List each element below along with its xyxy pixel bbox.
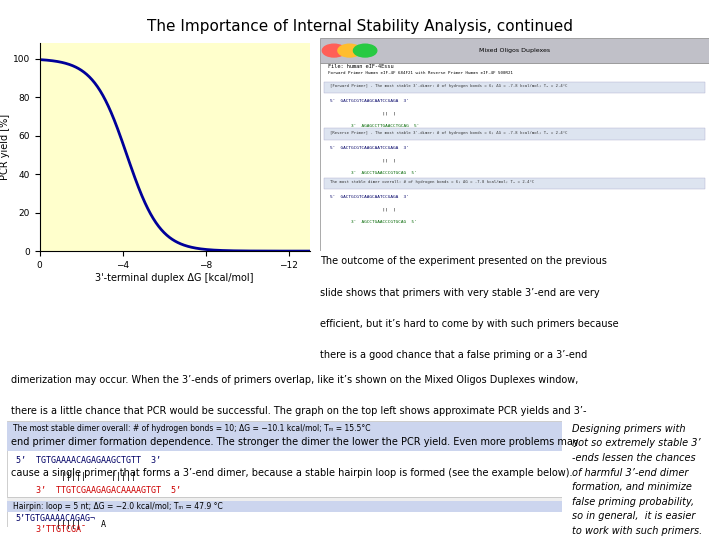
- Text: The most stable dimer overall: # of hydrogen bonds = 6; ΔG = -7.8 kcal/mol; Tₘ =: The most stable dimer overall: # of hydr…: [330, 180, 534, 184]
- Text: so in general,  it is easier: so in general, it is easier: [572, 511, 696, 522]
- Text: Hairpin: loop = 5 nt; ΔG = −2.0 kcal/mol; Tₘ = 47.9 °C: Hairpin: loop = 5 nt; ΔG = −2.0 kcal/mol…: [13, 502, 222, 511]
- Y-axis label: PCR yield [%]: PCR yield [%]: [0, 114, 10, 180]
- Text: 5'  GACTGCGTCAAGCAATCCGAGA  3': 5' GACTGCGTCAAGCAATCCGAGA 3': [330, 99, 409, 103]
- Bar: [320, 38, 709, 63]
- Text: of harmful 3’-end dimer: of harmful 3’-end dimer: [572, 468, 689, 478]
- Text: not so extremely stable 3’: not so extremely stable 3’: [572, 438, 701, 449]
- Text: [Forward Primer] - The most stable 3'-dimer: # of hydrogen bonds = 6; ΔG = -7.8 : [Forward Primer] - The most stable 3'-di…: [330, 84, 567, 87]
- Text: 3'  AGCCTGAACCCGTGCAG  5': 3' AGCCTGAACCCGTGCAG 5': [330, 220, 417, 224]
- Text: end primer dimer formation dependence. The stronger the dimer the lower the PCR : end primer dimer formation dependence. T…: [11, 437, 578, 447]
- Text: [Reverse Primer] - The most stable 3'-dimer: # of hydrogen bonds = 6; ΔG = -7.8 : [Reverse Primer] - The most stable 3'-di…: [330, 131, 567, 134]
- Text: The most stable dimer overall: # of hydrogen bonds = 10; ΔG = −10.1 kcal/mol; Tₘ: The most stable dimer overall: # of hydr…: [13, 424, 370, 434]
- Text: 5'  GACTGCGTCAAGCAATCCGAGA  3': 5' GACTGCGTCAAGCAATCCGAGA 3': [330, 145, 409, 150]
- Text: Designing primers with: Designing primers with: [572, 424, 686, 434]
- Text: ||  |: || |: [330, 207, 396, 211]
- Text: |||||     |||||: ||||| |||||: [16, 472, 135, 481]
- Bar: [7, 497, 562, 501]
- Text: Forward Primer Human eIF-4F 684F21 with Reverse Primer Human eIF-4F 500R21: Forward Primer Human eIF-4F 684F21 with …: [328, 71, 513, 75]
- Text: The Importance of Internal Stability Analysis, continued: The Importance of Internal Stability Ana…: [147, 19, 573, 34]
- Text: false priming probability,: false priming probability,: [572, 497, 695, 507]
- X-axis label: 3'-terminal duplex ΔG [kcal/mol]: 3'-terminal duplex ΔG [kcal/mol]: [95, 273, 254, 282]
- Text: cause a single primer that forms a 3’-end dimer, because a stable hairpin loop i: cause a single primer that forms a 3’-en…: [11, 468, 572, 478]
- Bar: [324, 129, 706, 140]
- Text: 5'  GACTGCGTCAAGCAATCCGAGA  3': 5' GACTGCGTCAAGCAATCCGAGA 3': [330, 194, 409, 199]
- Text: 3'  AGAGCCTTGAACCTGCAG  5': 3' AGAGCCTTGAACCTGCAG 5': [330, 124, 419, 128]
- Text: there is a little chance that PCR would be successful. The graph on the top left: there is a little chance that PCR would …: [11, 406, 586, 416]
- Bar: [7, 422, 562, 451]
- Bar: [320, 63, 709, 251]
- Text: 3'  AGCCTGAACCCGTGCAG  5': 3' AGCCTGAACCCGTGCAG 5': [330, 171, 417, 175]
- Circle shape: [323, 44, 346, 57]
- Text: |||||    A: ||||| A: [16, 519, 106, 529]
- Text: -ends lessen the chances: -ends lessen the chances: [572, 453, 696, 463]
- Text: to work with such primers.: to work with such primers.: [572, 526, 703, 536]
- Text: there is a good chance that a false priming or a 3’-end: there is a good chance that a false prim…: [320, 350, 588, 361]
- Text: formation, and minimize: formation, and minimize: [572, 482, 692, 492]
- Text: The outcome of the experiment presented on the previous: The outcome of the experiment presented …: [320, 256, 607, 267]
- Text: ||  |: || |: [330, 111, 396, 116]
- Text: 5’  TGTGAAAACAGAGAAGCTGTT  3’: 5’ TGTGAAAACAGAGAAGCTGTT 3’: [16, 456, 161, 465]
- Text: File: human eIF-4Essu: File: human eIF-4Essu: [328, 64, 394, 70]
- Circle shape: [354, 44, 377, 57]
- Text: Mixed Oligos Duplexes: Mixed Oligos Duplexes: [480, 48, 550, 53]
- Text: ||  |: || |: [330, 158, 396, 163]
- Bar: [324, 178, 706, 189]
- Circle shape: [338, 44, 361, 57]
- Text: 3’TTGTCGA¯: 3’TTGTCGA¯: [16, 525, 86, 535]
- Text: efficient, but it’s hard to come by with such primers because: efficient, but it’s hard to come by with…: [320, 319, 619, 329]
- Text: 5’TGTGAAAACAGAG¬: 5’TGTGAAAACAGAG¬: [16, 514, 96, 523]
- Text: 3’  TTGTCGAAGAGACAAAAGTGT  5’: 3’ TTGTCGAAGAGACAAAAGTGT 5’: [16, 487, 181, 496]
- Text: slide shows that primers with very stable 3’-end are very: slide shows that primers with very stabl…: [320, 288, 600, 298]
- Bar: [7, 501, 562, 512]
- Text: dimerization may occur. When the 3’-ends of primers overlap, like it’s shown on : dimerization may occur. When the 3’-ends…: [11, 375, 578, 386]
- Bar: [324, 82, 706, 93]
